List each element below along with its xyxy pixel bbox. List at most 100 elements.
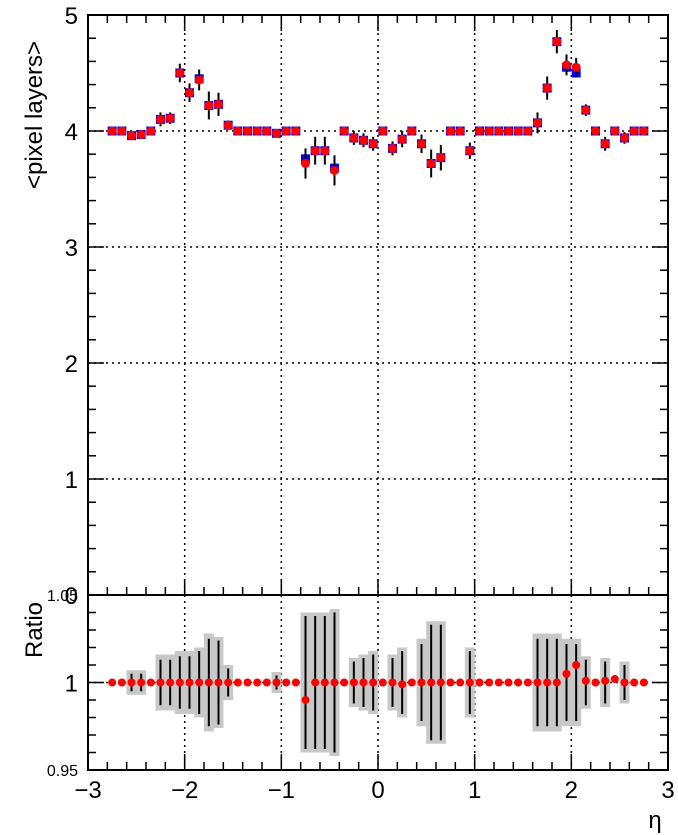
data-point-red (523, 126, 533, 136)
data-point-red (320, 146, 330, 156)
ratio-point (581, 676, 590, 685)
y-axis-title-bottom: Ratio (21, 602, 48, 658)
data-point-red (455, 126, 465, 136)
data-point-red (156, 114, 165, 124)
x-tick-label: 1 (468, 777, 481, 804)
ratio-point (436, 678, 445, 687)
ratio-point (465, 678, 474, 687)
data-point-red (262, 126, 272, 136)
ratio-point (359, 678, 368, 687)
data-point-red (175, 68, 185, 78)
ratio-point (233, 678, 242, 687)
data-point-red (301, 158, 310, 168)
ratio-point (282, 678, 291, 687)
ratio-point (543, 678, 552, 687)
ratio-point (610, 675, 619, 683)
data-point-red (185, 88, 194, 98)
ratio-point (446, 678, 455, 687)
ratio-point (185, 678, 194, 687)
ratio-point (388, 678, 397, 687)
ratio-point (320, 678, 329, 687)
data-point-red (223, 120, 233, 130)
data-point-red (446, 126, 455, 136)
data-point-red (359, 135, 368, 145)
data-point-red (107, 126, 117, 136)
ratio-point (166, 678, 175, 687)
ratio-point (562, 669, 571, 678)
x-tick-label: 2 (565, 777, 578, 804)
x-axis-title: η (648, 807, 661, 834)
ratio-point (243, 678, 252, 687)
data-point-red (620, 133, 629, 143)
ratio-point (417, 678, 426, 687)
ratio-point (620, 678, 629, 687)
data-point-red (281, 126, 291, 136)
ratio-point (456, 678, 465, 687)
data-point-red (349, 133, 359, 143)
data-point-red (252, 126, 262, 136)
data-point-red (165, 113, 175, 123)
data-point-red (475, 126, 484, 136)
ratio-point (398, 680, 407, 689)
y-tick-label-top: 1 (65, 467, 78, 494)
data-point-red (339, 126, 349, 136)
x-tick-label: −3 (74, 777, 101, 804)
ratio-point (204, 678, 213, 687)
data-point-red (397, 134, 407, 144)
ratio-point (407, 678, 416, 687)
y-tick-label-top: 3 (65, 235, 78, 262)
ratio-point (330, 678, 339, 687)
ratio-point (427, 678, 436, 687)
x-tick-label: 3 (661, 777, 674, 804)
data-point-red (465, 146, 475, 156)
y-tick-label-top: 2 (65, 351, 78, 378)
y-tick-label-ratio: 0.95 (47, 763, 78, 780)
ratio-point (117, 678, 126, 687)
data-point-red (127, 131, 136, 141)
ratio-point (552, 678, 561, 687)
ratio-point (630, 678, 639, 687)
data-point-red (233, 126, 243, 136)
data-point-red (484, 126, 494, 136)
ratio-point (601, 676, 610, 685)
data-point-red (562, 60, 571, 70)
data-point-red (533, 118, 542, 128)
data-point-red (310, 146, 320, 156)
ratio-point (224, 678, 233, 687)
data-point-red (117, 126, 127, 136)
ratio-point (214, 678, 223, 687)
data-point-red (426, 158, 436, 168)
data-point-red (417, 139, 426, 149)
ratio-point (272, 678, 281, 687)
ratio-point (533, 678, 542, 687)
data-point-red (494, 126, 504, 136)
ratio-point (301, 696, 310, 704)
data-point-red (407, 126, 417, 136)
ratio-point (195, 678, 204, 687)
y-tick-label-ratio: 1.05 (47, 588, 78, 605)
data-point-red (504, 126, 513, 136)
ratio-point (514, 678, 523, 687)
ratio-point (137, 678, 146, 687)
y-tick-label-top: 5 (65, 3, 78, 30)
data-point-red (571, 62, 581, 72)
data-point-red (368, 139, 378, 149)
data-point-red (629, 126, 639, 136)
x-tick-label: 0 (371, 777, 384, 804)
data-point-red (146, 126, 156, 136)
ratio-point (494, 678, 503, 687)
y-tick-label-top: 4 (65, 119, 78, 146)
data-point-red (378, 126, 388, 136)
ratio-point (349, 678, 358, 687)
ratio-point (475, 678, 484, 687)
data-point-red (552, 37, 562, 47)
data-point-red (600, 139, 610, 149)
data-point-red (243, 126, 252, 136)
data-point-red (639, 126, 649, 136)
y-tick-label-ratio: 1 (65, 671, 78, 698)
ratio-point (291, 678, 300, 687)
ratio-point (378, 678, 387, 687)
data-point-red (581, 105, 591, 115)
ratio-point (504, 678, 513, 687)
